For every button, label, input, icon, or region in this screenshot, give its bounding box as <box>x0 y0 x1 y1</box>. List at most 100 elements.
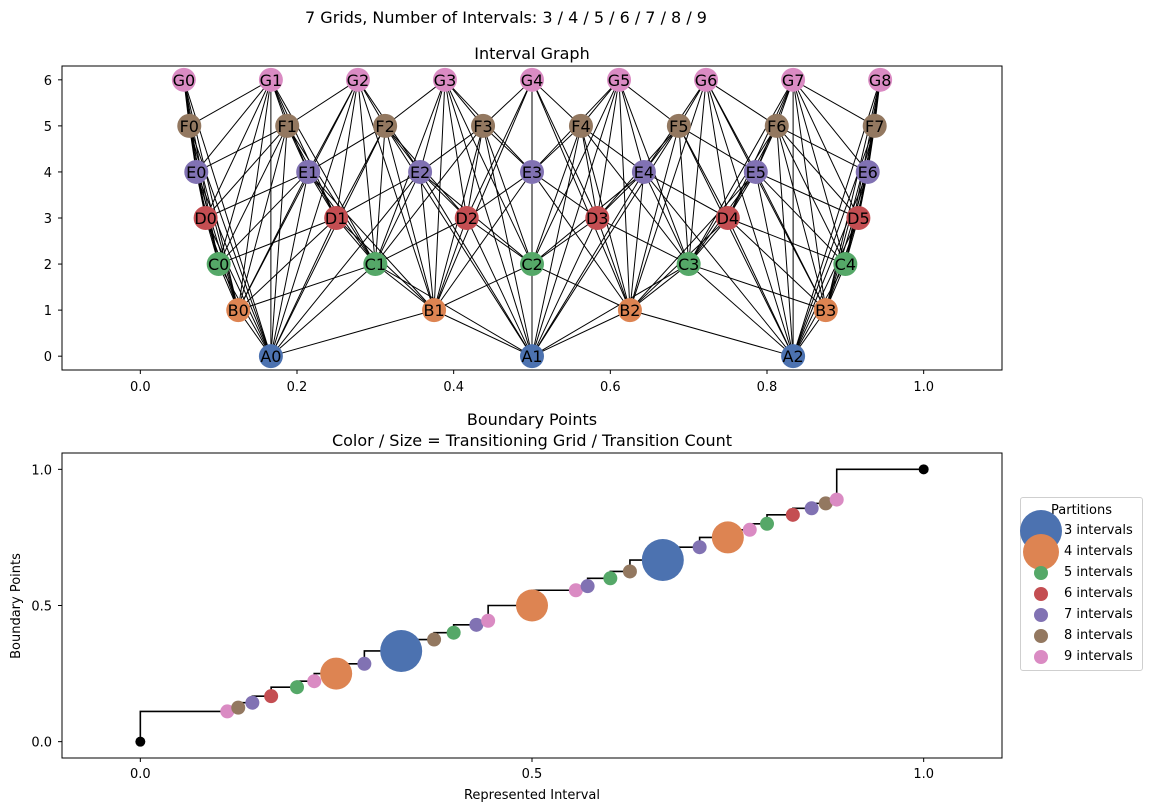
boundary-point-5-intervals <box>446 625 461 640</box>
graph-edge-A1-G3 <box>444 79 533 357</box>
graph-node-marker <box>666 113 691 138</box>
boundary-points-title: Boundary Points Color / Size = Transition… <box>332 410 732 450</box>
graph-node-marker <box>345 67 370 92</box>
graph-edge-B2-G4 <box>531 79 631 311</box>
graph-edge-A2-E4 <box>643 171 794 357</box>
legend-title: Partitions <box>1051 503 1112 518</box>
graph-edge-B3-C3 <box>688 263 826 311</box>
boundary-point-3-intervals <box>641 539 684 582</box>
graph-edge-B0-F1 <box>237 125 288 311</box>
graph-edge-B0-E0 <box>195 171 239 311</box>
graph-edge-C0-F0 <box>188 125 220 265</box>
graph-node-E4: E4 <box>631 159 656 184</box>
graph-node-label: G5 <box>608 71 631 90</box>
boundary-point-7-intervals <box>469 617 484 632</box>
graph-node-label: D0 <box>194 209 217 228</box>
graph-edge-E6-G7 <box>792 79 869 173</box>
graph-edge-C1-E2 <box>374 171 421 265</box>
graph-node-marker <box>715 206 740 230</box>
graph-edge-C3-D3 <box>597 217 689 265</box>
graph-edge-B1-E1 <box>307 171 435 311</box>
graph-edge-A2-E6 <box>792 171 869 357</box>
graph-node-label: E4 <box>634 163 654 182</box>
graph-edge-D5-F6 <box>776 125 859 219</box>
boundary-point-6-intervals <box>785 507 800 522</box>
graph-node-label: D5 <box>847 209 870 228</box>
graph-node-marker <box>520 252 544 277</box>
graph-node-marker <box>432 67 457 92</box>
legend-item-6-intervals: 6 intervals <box>1021 583 1142 604</box>
graph-edge-B1-G4 <box>433 79 533 311</box>
legend-marker <box>1034 586 1048 601</box>
graph-edge-A1-F4 <box>531 125 582 357</box>
graph-node-D1: D1 <box>324 206 349 230</box>
interval-graph-plot: Interval Graph A0 A1 A2 B0 B1 B2 B3 C0 C1 C2 C3 C4 D… <box>44 44 1003 395</box>
graph-node-label: F6 <box>767 117 786 136</box>
x-tick-label: 0.8 <box>757 380 778 395</box>
graph-edge-B2-F5 <box>629 125 680 311</box>
graph-node-label: E1 <box>298 163 318 182</box>
boundary-point-4-intervals <box>711 521 744 554</box>
graph-node-E5: E5 <box>743 159 768 184</box>
boundary-point-9-intervals <box>829 492 844 507</box>
graph-edge-E2-F3 <box>419 125 484 173</box>
graph-edge-B2-E3 <box>531 171 631 311</box>
graph-node-G0: G0 <box>171 67 196 92</box>
graph-node-B3: B3 <box>813 298 838 323</box>
graph-node-G7: G7 <box>781 67 806 92</box>
graph-node-label: E2 <box>410 163 430 182</box>
boundary-point-9-intervals <box>307 674 322 689</box>
graph-node-label: A1 <box>521 347 542 366</box>
boundary-point-6-intervals <box>264 689 279 704</box>
graph-edge-C1-F2 <box>374 125 386 265</box>
graph-edge-B2-C3 <box>629 263 689 311</box>
graph-edge-C1-D2 <box>375 217 467 265</box>
boundary-point-4-intervals <box>320 657 353 690</box>
graph-node-marker <box>422 298 447 323</box>
graph-node-label: G6 <box>695 71 718 90</box>
graph-edge-D2-G3 <box>444 79 468 219</box>
graph-edge-B1-G3 <box>433 79 446 311</box>
graph-edge-D5-E5 <box>755 171 859 219</box>
graph-edge-B1-C2 <box>433 263 533 311</box>
graph-edge-B0-C1 <box>238 263 376 311</box>
y-tick-label: 3 <box>44 212 52 227</box>
endpoint-marker-1 <box>918 464 929 475</box>
graph-node-label: D2 <box>455 209 478 228</box>
graph-edge-C4-F7 <box>844 125 876 265</box>
graph-node-label: E3 <box>522 163 542 182</box>
graph-edge-A1-C3 <box>531 263 689 357</box>
x-tick-label: 1.0 <box>913 380 934 395</box>
graph-node-F6: F6 <box>764 113 789 138</box>
graph-edge-B2-D3 <box>596 217 631 311</box>
legend-marker <box>1034 565 1048 580</box>
graph-edge-B3-E6 <box>825 171 869 311</box>
graph-edge-B1-F2 <box>384 125 435 311</box>
legend-marker <box>1034 628 1048 643</box>
figure-suptitle: 7 Grids, Number of Intervals: 3 / 4 / 5 … <box>305 8 707 27</box>
graph-node-label: F2 <box>375 117 394 136</box>
graph-node-marker <box>258 67 283 92</box>
graph-node-label: F0 <box>180 117 199 136</box>
graph-node-marker <box>275 113 300 138</box>
graph-edge-A1-F3 <box>482 125 533 357</box>
graph-node-C3: C3 <box>676 252 701 277</box>
graph-node-E3: E3 <box>520 159 544 184</box>
graph-node-marker <box>585 206 610 230</box>
graph-edge-B1-E2 <box>419 171 435 311</box>
graph-node-label: B1 <box>424 301 445 320</box>
graph-edge-E0-F1 <box>196 125 288 173</box>
graph-edge-D3-F4 <box>580 125 598 219</box>
graph-node-label: B3 <box>815 301 836 320</box>
graph-node-label: G1 <box>260 71 283 90</box>
legend-item-8-intervals: 8 intervals <box>1021 625 1142 646</box>
graph-node-label: G7 <box>782 71 805 90</box>
graph-edge-D0-E1 <box>205 171 309 219</box>
boundary-point-7-intervals <box>804 501 819 516</box>
boundary-point-7-intervals <box>692 540 707 555</box>
graph-edge-B0-G1 <box>237 79 272 311</box>
legend-label: 9 intervals <box>1064 649 1133 664</box>
graph-node-label: F7 <box>865 117 884 136</box>
graph-edge-A0-G2 <box>270 79 359 357</box>
graph-edge-C2-D2 <box>466 217 533 265</box>
